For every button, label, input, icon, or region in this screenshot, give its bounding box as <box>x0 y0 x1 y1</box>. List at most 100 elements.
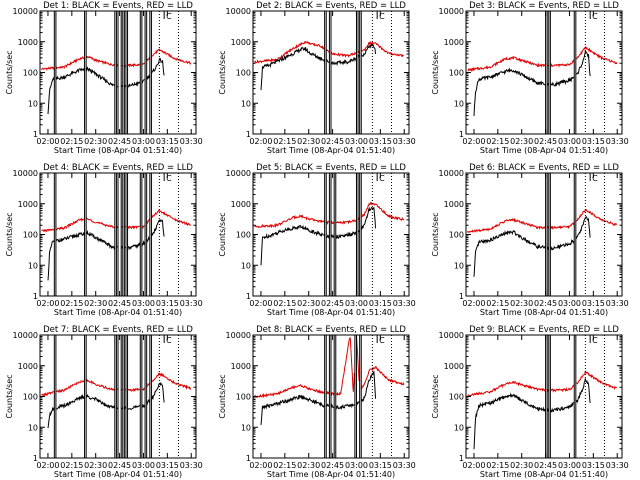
x-tick-label: 02:30 <box>297 461 320 470</box>
y-axis-label: Counts/sec <box>431 374 440 418</box>
x-tick-label: 02:00 <box>36 299 59 308</box>
plot-frame <box>465 172 623 297</box>
x-tick-label: 03:30 <box>606 137 629 146</box>
series-lld-line <box>467 370 618 397</box>
y-tick-label: 10 <box>241 423 251 432</box>
x-tick-label: 03:00 <box>558 299 581 308</box>
series-events-line <box>47 381 165 429</box>
x-tick-label: 02:45 <box>534 461 557 470</box>
x-tick-label: 02:30 <box>297 137 320 146</box>
y-tick-label: 10000 <box>13 169 38 178</box>
x-tick-label: 03:15 <box>369 137 392 146</box>
x-tick-label: 03:15 <box>582 461 605 470</box>
y-axis-label: Counts/sec <box>431 212 440 256</box>
x-tick-label: 03:30 <box>180 461 203 470</box>
y-tick-label: 1000 <box>18 362 38 371</box>
panel-title: Det 3: BLACK = Events, RED = LLD <box>469 1 619 11</box>
y-tick-label: 1 <box>459 130 464 139</box>
x-tick-label: 02:15 <box>273 299 296 308</box>
x-tick-label: 02:30 <box>84 461 107 470</box>
series-lld-line <box>254 40 404 64</box>
y-tick-label: 1 <box>459 292 464 301</box>
x-tick-label: 02:30 <box>84 299 107 308</box>
x-tick-label: 03:00 <box>558 137 581 146</box>
x-axis-label: Start Time (08-Apr-04 01:51:40) <box>267 470 395 479</box>
x-axis-label: Start Time (08-Apr-04 01:51:40) <box>54 146 182 155</box>
x-tick-label: 03:15 <box>369 461 392 470</box>
x-tick-label: 02:45 <box>321 299 344 308</box>
y-tick-label: 100 <box>23 69 38 78</box>
y-tick-label: 1000 <box>444 38 464 47</box>
x-tick-label: 02:30 <box>297 299 320 308</box>
panel-marker-label: C <box>379 12 385 21</box>
y-tick-label: 1 <box>459 454 464 463</box>
y-tick-label: 1000 <box>231 362 251 371</box>
y-tick-label: 10000 <box>226 7 251 16</box>
x-tick-label: 03:15 <box>156 137 179 146</box>
x-tick-label: 02:45 <box>108 137 131 146</box>
y-tick-label: 1000 <box>444 362 464 371</box>
y-tick-label: 1000 <box>231 38 251 47</box>
x-tick-label: 03:15 <box>156 461 179 470</box>
x-tick-label: 03:00 <box>558 461 581 470</box>
x-tick-label: 02:15 <box>486 461 509 470</box>
x-tick-label: 03:15 <box>156 299 179 308</box>
series-lld-line <box>467 46 618 72</box>
series-events-line <box>260 43 376 91</box>
y-axis-label: Counts/sec <box>5 374 14 418</box>
x-tick-label: 02:00 <box>249 461 272 470</box>
x-tick-label: 03:15 <box>369 299 392 308</box>
y-tick-label: 10 <box>28 423 38 432</box>
x-tick-label: 03:30 <box>180 299 203 308</box>
x-tick-label: 02:45 <box>534 137 557 146</box>
x-tick-label: 02:15 <box>60 461 83 470</box>
x-axis-label: Start Time (08-Apr-04 01:51:40) <box>480 470 608 479</box>
y-tick-label: 10 <box>454 261 464 270</box>
series-lld-line <box>467 208 618 234</box>
y-tick-label: 1 <box>246 292 251 301</box>
x-tick-label: 02:15 <box>486 299 509 308</box>
y-tick-label: 1 <box>33 292 38 301</box>
x-axis-label: Start Time (08-Apr-04 01:51:40) <box>267 146 395 155</box>
y-tick-label: 10 <box>454 423 464 432</box>
y-tick-label: 1 <box>246 454 251 463</box>
x-tick-label: 02:45 <box>108 461 131 470</box>
x-tick-label: 03:00 <box>132 299 155 308</box>
series-events-line <box>260 206 376 266</box>
plot-frame <box>465 10 623 135</box>
panel-marker-label: C <box>592 12 598 21</box>
x-tick-label: 03:00 <box>132 461 155 470</box>
y-tick-label: 10 <box>454 99 464 108</box>
x-tick-label: 03:00 <box>132 137 155 146</box>
y-tick-label: 1000 <box>444 200 464 209</box>
x-tick-label: 02:15 <box>486 137 509 146</box>
x-tick-label: 02:45 <box>108 299 131 308</box>
x-tick-label: 02:00 <box>462 461 485 470</box>
series-events-line <box>473 378 591 450</box>
y-tick-label: 10 <box>28 261 38 270</box>
x-axis-label: Start Time (08-Apr-04 01:51:40) <box>54 470 182 479</box>
x-tick-label: 02:30 <box>510 461 533 470</box>
x-tick-label: 02:15 <box>60 299 83 308</box>
panel-title: Det 4: BLACK = Events, RED = LLD <box>43 163 193 173</box>
x-tick-label: 02:00 <box>462 299 485 308</box>
x-tick-label: 02:00 <box>36 137 59 146</box>
x-tick-label: 03:00 <box>345 461 368 470</box>
series-events-line <box>47 218 165 281</box>
x-tick-label: 02:45 <box>534 299 557 308</box>
x-tick-label: 02:00 <box>36 461 59 470</box>
y-tick-label: 1000 <box>18 38 38 47</box>
series-lld-line <box>41 48 192 71</box>
y-axis-label: Counts/sec <box>218 50 227 94</box>
x-tick-label: 02:30 <box>84 137 107 146</box>
y-tick-label: 100 <box>236 393 251 402</box>
y-tick-label: 1 <box>246 130 251 139</box>
y-tick-label: 1000 <box>18 200 38 209</box>
panel-title: Det 8: BLACK = Events, RED = LLD <box>256 325 406 335</box>
x-tick-label: 03:30 <box>606 299 629 308</box>
x-tick-label: 02:45 <box>321 137 344 146</box>
